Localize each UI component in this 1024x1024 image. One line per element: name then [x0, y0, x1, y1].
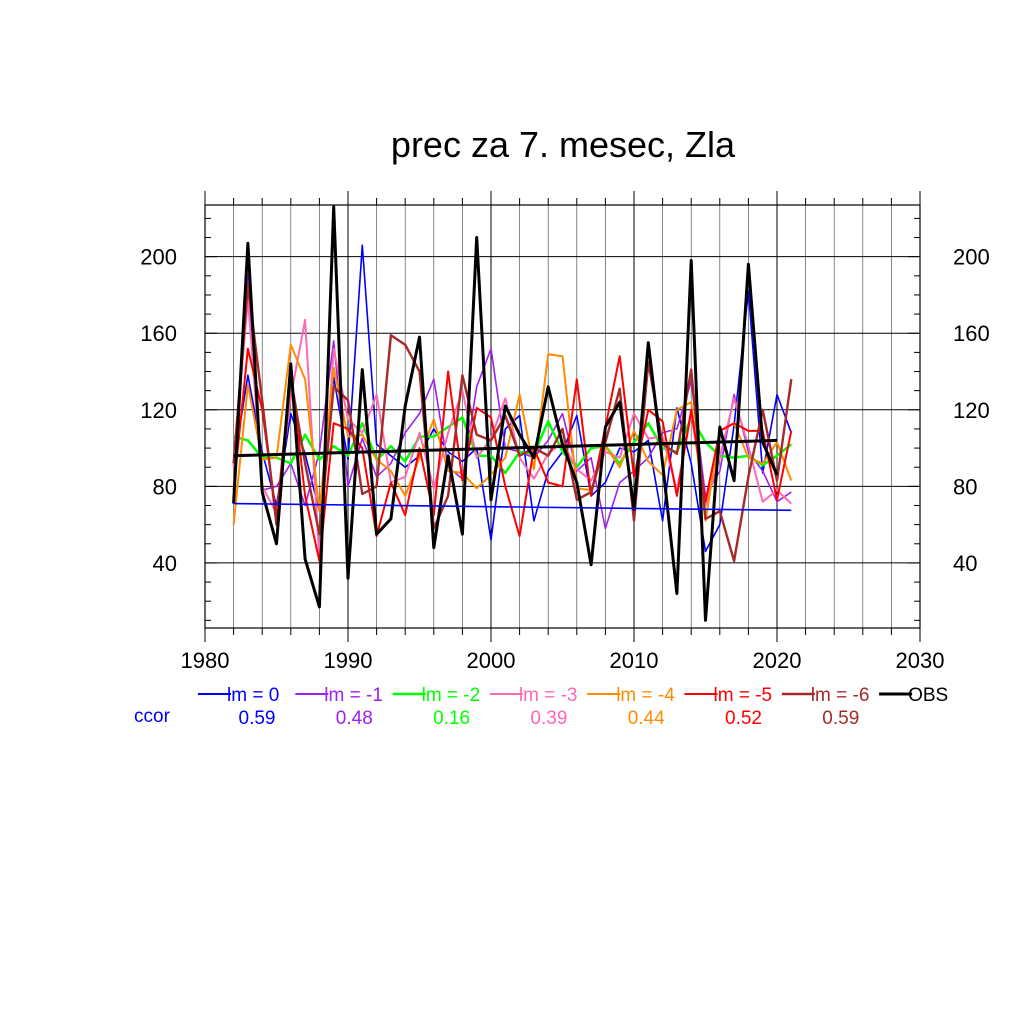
x-tick-label: 1990 — [324, 648, 373, 673]
y-tick-label-left: 80 — [153, 474, 177, 499]
ccor-value: 0.48 — [336, 708, 373, 729]
y-tick-label-left: 160 — [140, 321, 177, 346]
x-tick-label: 2010 — [610, 648, 659, 673]
ccor-value: 0.16 — [433, 708, 470, 729]
legend-label: lm = -4 — [616, 685, 675, 706]
y-tick-label-right: 40 — [953, 551, 977, 576]
y-tick-label-right: 120 — [953, 398, 990, 423]
chart-title: prec za 7. mesec, Zla — [391, 124, 736, 165]
legend-label: lm = 0 — [227, 685, 279, 706]
y-tick-label-left: 200 — [140, 245, 177, 270]
x-tick-label: 2020 — [753, 648, 802, 673]
plot-lines — [232, 205, 793, 622]
ccor-value: 0.52 — [725, 708, 762, 729]
grid — [204, 205, 921, 628]
ccor-value: 0.44 — [628, 708, 665, 729]
ccor-value: 0.59 — [822, 708, 859, 729]
axis-ticks: 1980 1990 2000 2010 2020 2030 40 40 80 80 120 120 16… — [140, 191, 990, 673]
y-tick-label-left: 120 — [140, 398, 177, 423]
legend-label: lm = -5 — [714, 685, 773, 706]
plot-frame — [204, 204, 921, 629]
legend-label: lm = -1 — [324, 685, 383, 706]
legend-label: lm = -3 — [519, 685, 578, 706]
legend-label: lm = -2 — [422, 685, 481, 706]
x-tick-label: 1980 — [181, 648, 230, 673]
ccor-value: 0.59 — [239, 708, 276, 729]
legend-label: lm = -6 — [811, 685, 870, 706]
ccor-value: 0.39 — [530, 708, 567, 729]
ccor-label: ccor — [134, 706, 171, 727]
trend-line — [233, 502, 792, 512]
x-tick-label: 2000 — [467, 648, 516, 673]
trend-line — [233, 438, 778, 458]
y-tick-label-right: 80 — [953, 474, 977, 499]
y-tick-label-right: 200 — [953, 245, 990, 270]
y-tick-label-right: 160 — [953, 321, 990, 346]
x-tick-label: 2030 — [896, 648, 945, 673]
series-line — [232, 205, 779, 622]
legend-label: OBS — [908, 685, 948, 706]
y-tick-label-left: 40 — [153, 551, 177, 576]
